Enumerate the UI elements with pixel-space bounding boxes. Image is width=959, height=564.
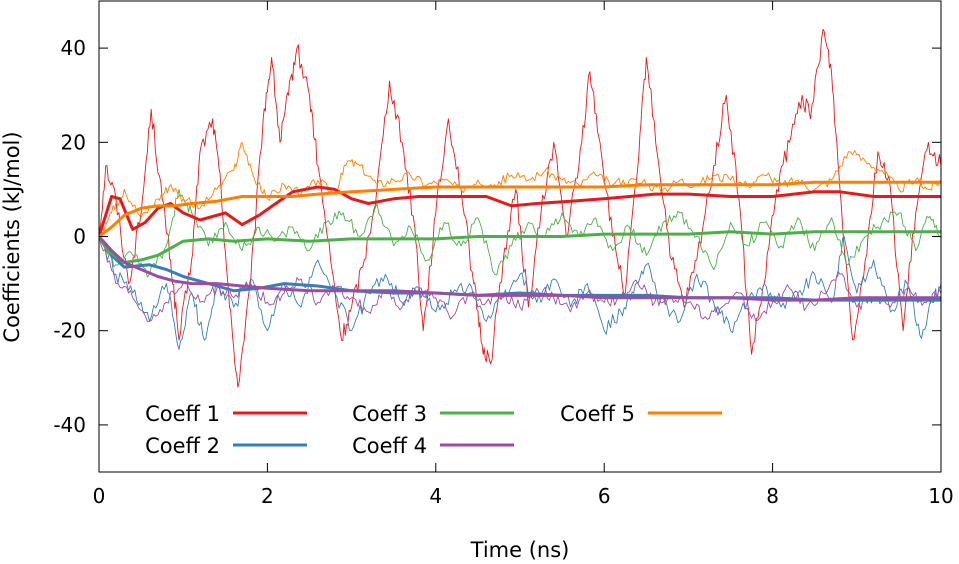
coeff-1-instantaneous-line [99,28,941,388]
x-tick-label: 0 [93,484,106,508]
y-tick-label: 40 [61,36,86,60]
coeff-5-average-line [99,180,941,238]
x-tick-label: 4 [429,484,442,508]
instantaneous-series-layer [99,28,941,388]
legend-item-coeff-4: Coeff 4 [352,434,514,458]
x-tick-label: 6 [598,484,611,508]
y-tick-label: 0 [73,225,86,249]
y-axis-ticks: -40 -20 0 20 40 [53,36,941,437]
legend-label: Coeff 4 [352,434,427,458]
legend-item-coeff-2: Coeff 2 [145,434,307,458]
y-tick-label: 20 [61,130,86,154]
legend: Coeff 1 Coeff 2 Coeff 3 Coeff 4 Coeff 5 [145,402,722,458]
legend-label: Coeff 2 [145,434,220,458]
legend-label: Coeff 3 [352,402,427,426]
running-average-series-layer [99,180,941,302]
y-axis-title: Coefficients (kJ/mol) [0,131,24,342]
legend-item-coeff-3: Coeff 3 [352,402,514,426]
legend-item-coeff-5: Coeff 5 [560,402,722,426]
x-axis-title: Time (ns) [470,538,570,562]
x-tick-label: 2 [261,484,274,508]
coeff-3-instantaneous-line [99,188,941,278]
coeff-2-average-line [99,235,941,302]
x-tick-label: 10 [928,484,953,508]
legend-label: Coeff 5 [560,402,635,426]
y-tick-label: -20 [53,319,86,343]
legend-item-coeff-1: Coeff 1 [145,402,307,426]
y-tick-label: -40 [53,413,86,437]
x-tick-label: 8 [766,484,779,508]
legend-label: Coeff 1 [145,402,220,426]
coeff-1-average-line [99,185,941,238]
x-axis-ticks: 0 2 4 6 8 10 [93,1,954,508]
coeff-3-average-line [99,230,941,264]
coeff-4-average-line [99,235,941,302]
